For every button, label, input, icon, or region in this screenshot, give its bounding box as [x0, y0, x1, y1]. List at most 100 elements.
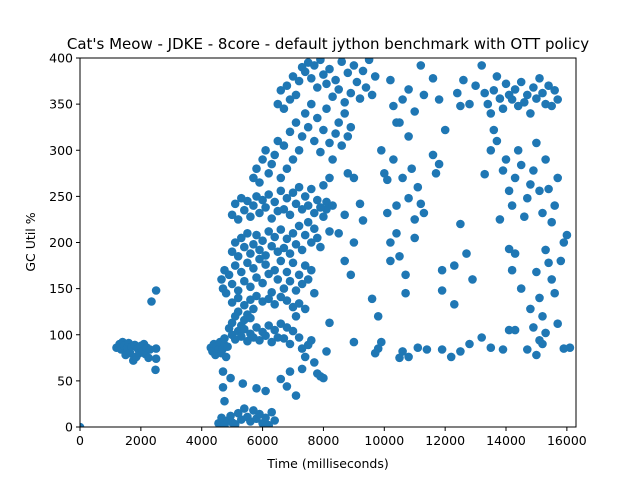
y-tick-label: 400 [49, 51, 73, 66]
data-point [224, 270, 234, 280]
data-point [291, 90, 301, 100]
data-point [495, 94, 505, 103]
data-point [529, 166, 538, 175]
data-point [151, 354, 161, 364]
data-point [273, 275, 283, 284]
data-point [395, 251, 404, 261]
data-point [297, 245, 307, 255]
data-point [279, 334, 289, 343]
data-point [526, 109, 535, 118]
data-point [255, 336, 264, 345]
data-point [261, 146, 270, 155]
data-point [144, 353, 153, 363]
data-point [258, 155, 267, 164]
data-point [416, 199, 426, 209]
data-point [389, 155, 398, 164]
data-point [285, 95, 295, 104]
data-point [434, 159, 444, 169]
data-point [547, 101, 556, 111]
data-point [495, 215, 505, 224]
data-point [507, 95, 517, 104]
data-point [218, 383, 228, 392]
data-point [285, 127, 295, 137]
data-point [526, 304, 535, 314]
data-point [252, 273, 261, 282]
data-point [386, 256, 395, 266]
data-point [255, 245, 264, 255]
data-point [285, 276, 295, 286]
data-point [261, 251, 270, 260]
data-point [243, 196, 252, 206]
data-point [307, 74, 316, 83]
data-point [249, 201, 258, 210]
data-point [535, 336, 544, 345]
data-point [453, 88, 462, 98]
data-point [322, 104, 331, 113]
data-point [258, 236, 267, 245]
data-point [337, 58, 346, 66]
data-point [267, 288, 277, 297]
y-axis-label: GC Util % [23, 212, 38, 271]
data-point [504, 325, 514, 335]
data-point [480, 88, 490, 98]
data-point [282, 234, 292, 244]
data-point [310, 224, 319, 233]
data-point [227, 279, 237, 289]
data-point [471, 81, 480, 90]
data-point [346, 122, 356, 132]
data-point [310, 288, 319, 298]
data-point [507, 201, 517, 210]
data-point [510, 85, 520, 94]
data-point [316, 203, 325, 212]
data-point [285, 249, 295, 258]
data-point [492, 72, 502, 81]
data-point [233, 215, 243, 224]
data-point [240, 242, 249, 252]
data-point [489, 125, 499, 135]
data-point [465, 99, 474, 109]
data-point [276, 186, 286, 196]
data-point [319, 125, 328, 135]
data-point [233, 408, 243, 418]
data-point [221, 288, 231, 298]
data-point [233, 286, 243, 295]
data-point [529, 83, 538, 92]
data-point [288, 188, 298, 197]
data-point [237, 267, 246, 277]
data-point [358, 66, 368, 76]
data-point [349, 238, 359, 247]
data-point [307, 265, 316, 275]
x-axis-label: Time (milliseconds) [266, 456, 388, 471]
data-point [276, 173, 286, 183]
data-point [310, 61, 319, 70]
data-point [227, 298, 237, 307]
x-tick-label: 10000 [364, 433, 404, 448]
data-point [227, 247, 237, 256]
x-tick-label: 4000 [186, 433, 218, 448]
data-point [398, 347, 407, 356]
data-point [273, 136, 283, 146]
data-point [328, 201, 337, 210]
data-point [553, 319, 562, 329]
data-points [80, 58, 575, 427]
data-point [288, 72, 298, 81]
data-point [428, 74, 438, 83]
data-point [422, 345, 432, 354]
data-point [410, 107, 420, 116]
data-point [437, 265, 447, 275]
data-point [264, 294, 274, 304]
data-point [389, 101, 398, 111]
data-point [386, 238, 395, 247]
data-point [310, 208, 319, 218]
data-point [386, 75, 395, 85]
data-point [526, 180, 535, 189]
data-point [413, 182, 423, 192]
data-point [307, 238, 316, 247]
y-tick-label: 150 [49, 281, 73, 296]
data-point [249, 240, 258, 249]
data-point [223, 342, 232, 352]
data-point [276, 256, 286, 266]
data-point [380, 169, 389, 178]
data-point [532, 267, 541, 277]
